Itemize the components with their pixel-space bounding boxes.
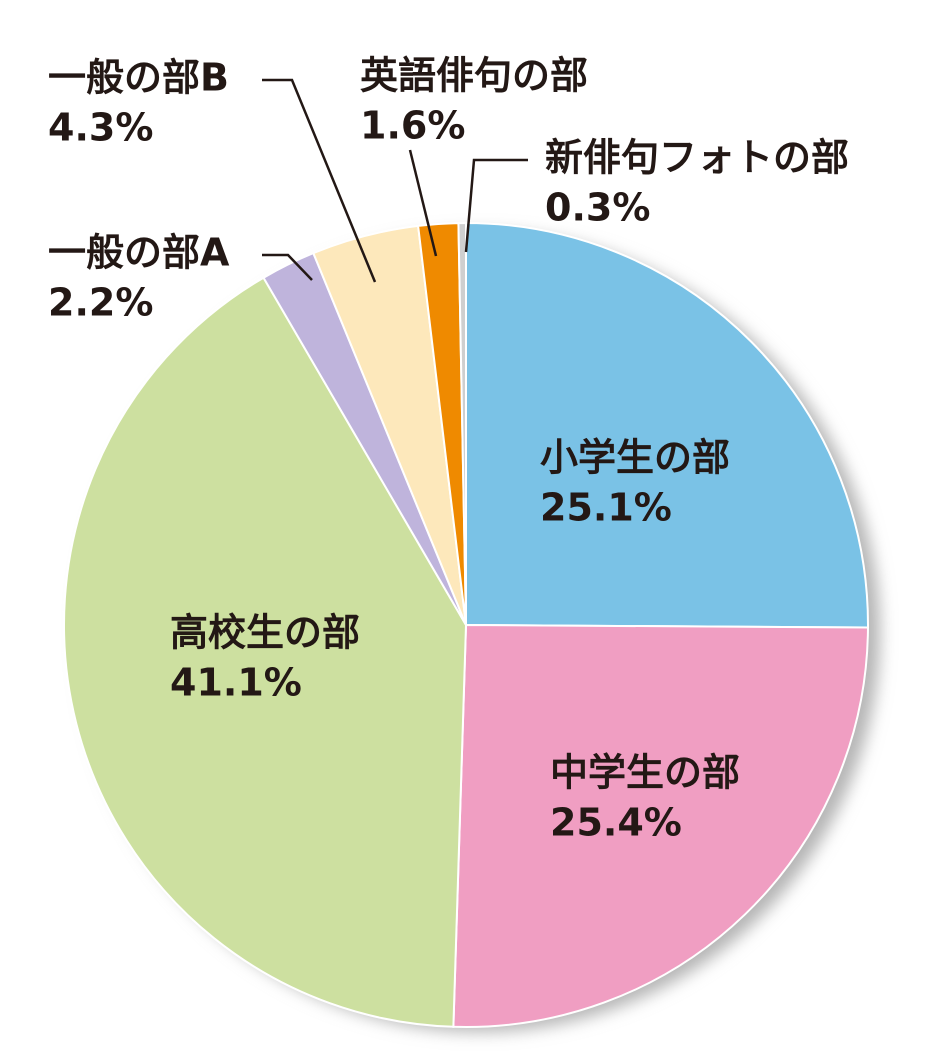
slice-value-label: 2.2% [48,281,153,325]
slice-label: 小学生の部 [540,436,730,480]
slice-value-label: 0.3% [545,186,650,230]
leader-line [464,158,528,253]
leader-line [262,253,313,281]
slice-label: 一般の部A [48,231,230,275]
leader-line [408,149,438,257]
pie-slice [452,623,869,1028]
pie-slice [63,276,468,1028]
slice-label: 英語俳句の部 [360,54,588,98]
slice-value-label: 41.1% [170,661,302,705]
slice-value-label: 25.4% [550,801,682,845]
pie-slice [465,221,869,629]
slice-label: 一般の部B [48,56,229,100]
pie-slice [457,221,467,626]
leader-line [262,78,377,283]
slice-label: 高校生の部 [170,611,360,655]
pie [63,221,869,1028]
slice-value-label: 1.6% [360,104,465,148]
labels: 小学生の部 25.1% 中学生の部 25.4% 高校生の部 41.1% 一般の部A 2.2% 一… [48,54,849,845]
slice-value-label: 25.1% [540,486,672,530]
slice-value-label: 4.3% [48,106,153,150]
slice-label: 新俳句フォトの部 [545,136,849,180]
slice-label: 中学生の部 [550,751,740,795]
